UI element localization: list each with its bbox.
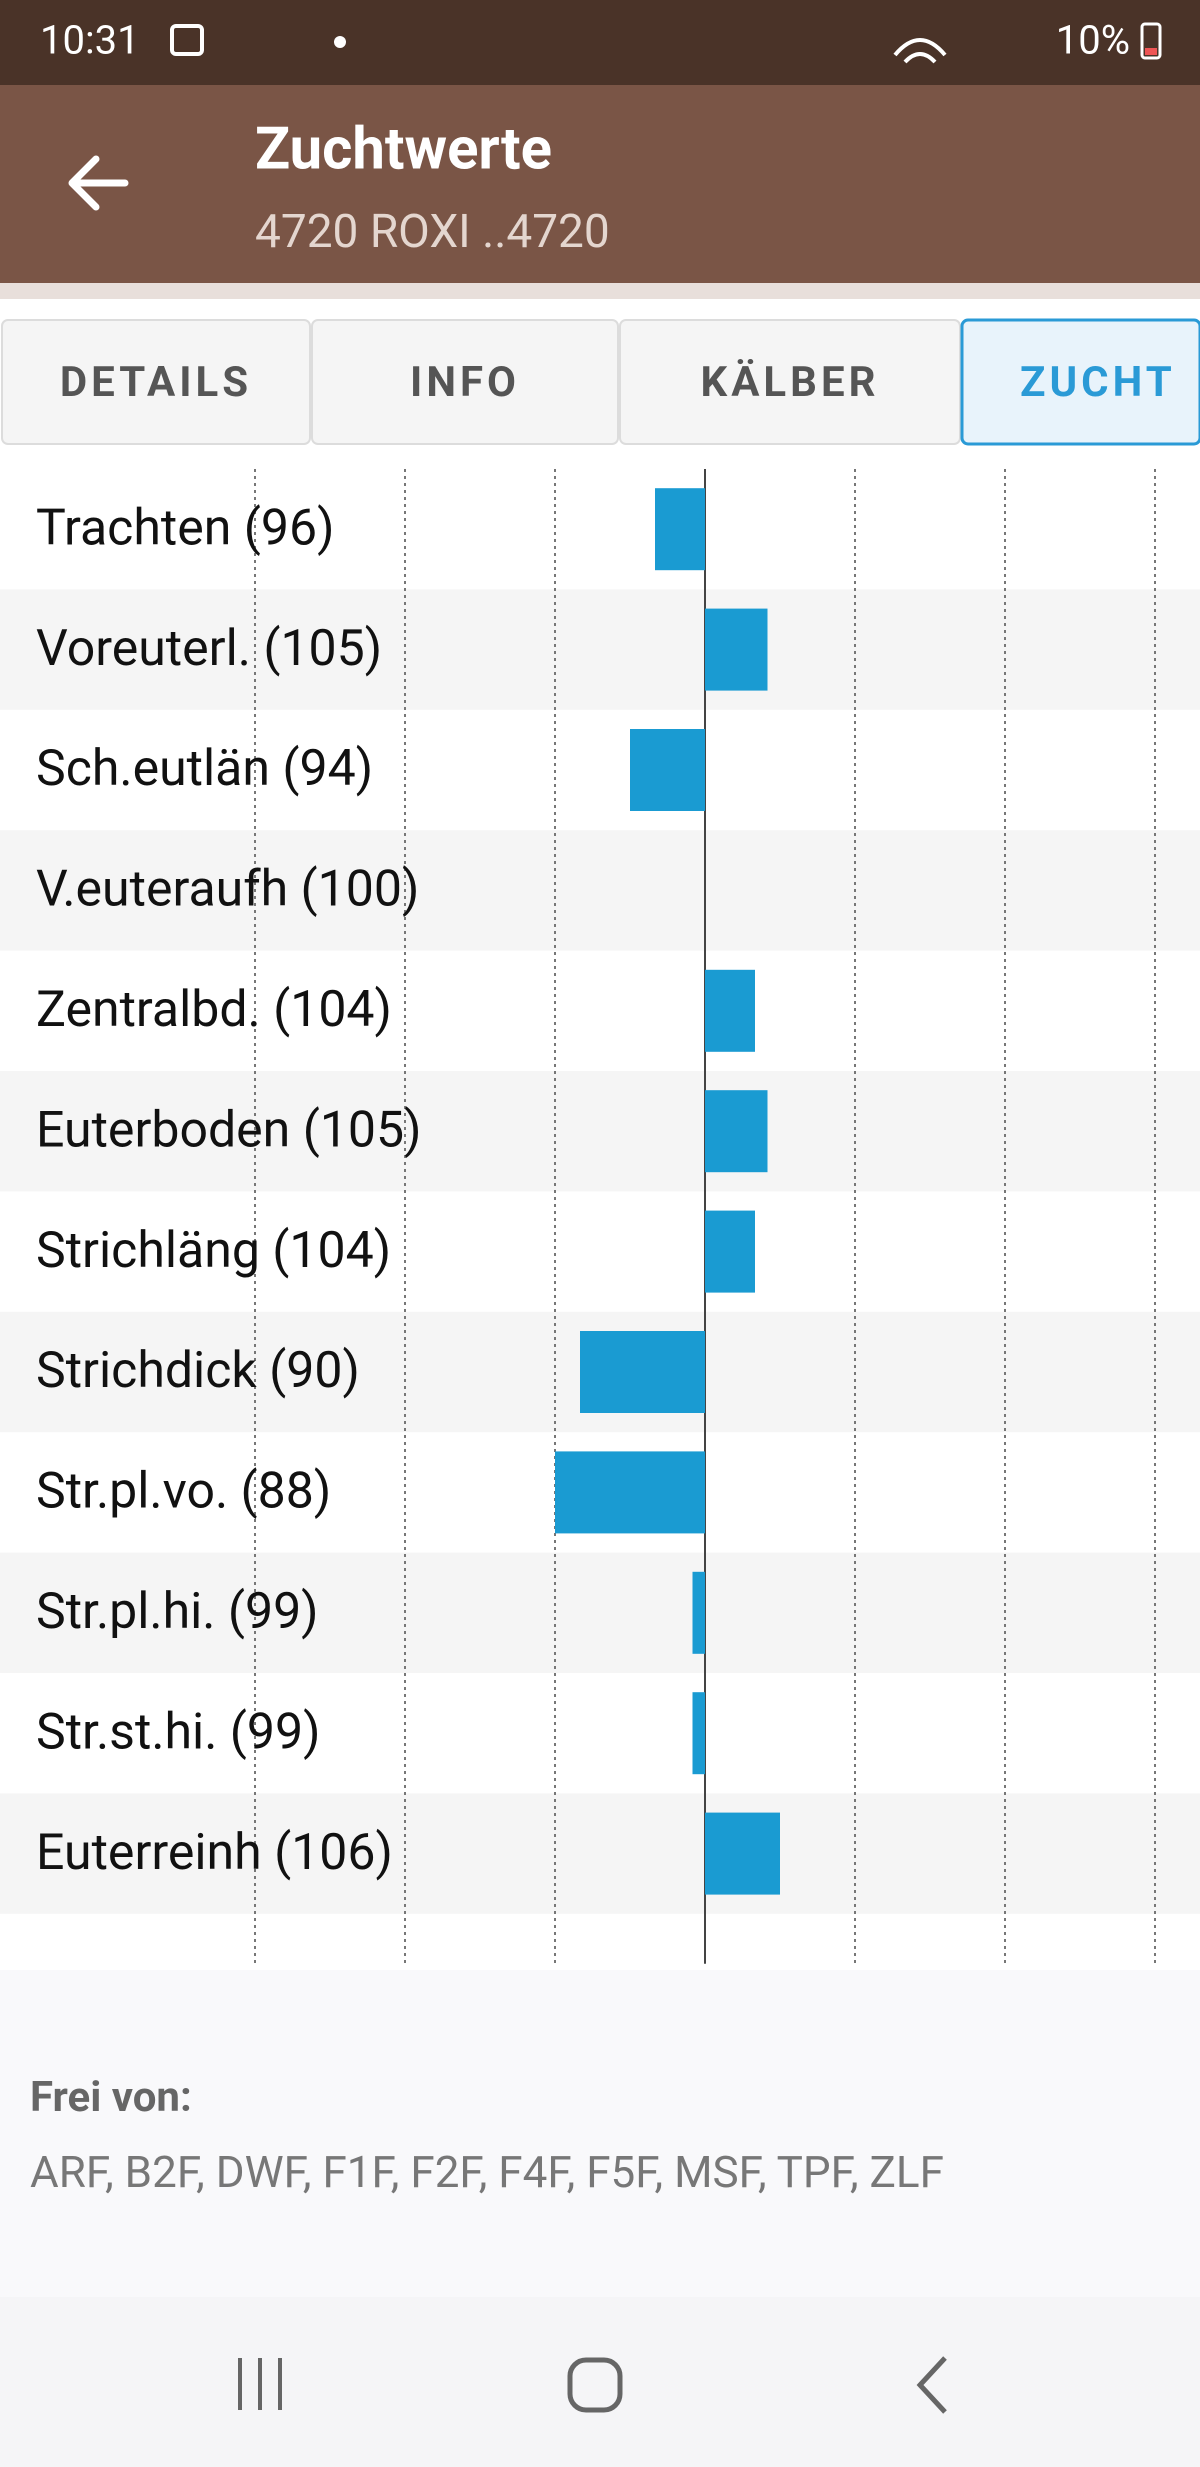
tab[interactable]: [1, 319, 311, 445]
row-background: [0, 1071, 1200, 1192]
app-title: Zuchtwerte: [255, 115, 552, 183]
nav-back[interactable]: [916, 2356, 947, 2414]
category-label: Str.pl.hi. (99): [36, 1583, 319, 1641]
category-label: Trachten (96): [36, 499, 335, 557]
bar: [705, 608, 768, 691]
category-label: V.euteraufh (100): [36, 861, 419, 919]
nav-bar: [0, 2297, 1200, 2467]
category-label: Strichdick (90): [36, 1342, 360, 1400]
battery-level: [1145, 48, 1157, 55]
tab[interactable]: [311, 319, 619, 445]
footer-background: [0, 1970, 1200, 2297]
battery-icon: [1140, 22, 1162, 60]
category-label: Str.pl.vo. (88): [36, 1463, 331, 1521]
back-button[interactable]: [68, 155, 129, 211]
status-icon: [170, 24, 204, 56]
category-label: Voreuterl. (105): [36, 620, 382, 678]
nav-home[interactable]: [567, 2357, 623, 2413]
status-icon: [334, 36, 346, 48]
tab-label[interactable]: KÄLBER: [701, 358, 880, 407]
chart: Trachten (96) Voreuterl. (105) Sch.eutlän …: [0, 469, 1200, 1964]
row-background: [0, 1793, 1200, 1914]
category-label: Zentralbd. (104): [36, 981, 392, 1039]
tab[interactable]: [960, 318, 1200, 446]
bar: [655, 488, 705, 571]
bar: [630, 729, 705, 811]
category-label: Euterreinh (106): [36, 1824, 393, 1882]
footer-text: ARF, B2F, DWF, F1F, F2F, F4F, F5F, MSF, …: [30, 2146, 944, 2198]
bar: [705, 1090, 768, 1173]
app-bar: [0, 85, 1200, 283]
nav-recent[interactable]: [238, 2358, 282, 2410]
tab[interactable]: [619, 319, 961, 445]
bar: [692, 1571, 705, 1654]
category-label: Sch.eutlän (94): [36, 740, 373, 798]
category-label: Str.st.hi. (99): [36, 1703, 321, 1761]
bar: [555, 1451, 705, 1534]
tab-label[interactable]: DETAILS: [60, 358, 252, 407]
bar: [692, 1692, 705, 1775]
row-background: [0, 1552, 1200, 1673]
bar: [580, 1331, 705, 1413]
tab-bar: DETAILS INFO KÄLBER ZUCHT: [1, 318, 1200, 446]
bar: [705, 1210, 755, 1293]
status-time: 10:31: [40, 17, 140, 64]
bar: [705, 1812, 780, 1895]
bar: [705, 969, 755, 1052]
row-background: [0, 589, 1200, 710]
status-bar: [0, 0, 1200, 85]
app-subtitle: 4720 ROXI ..4720: [255, 205, 610, 259]
tab-label[interactable]: INFO: [410, 358, 520, 407]
category-label: Euterboden (105): [36, 1101, 422, 1159]
wifi-icon: [893, 38, 947, 64]
status-battery: 10%: [1056, 17, 1130, 64]
row-background: [0, 830, 1200, 951]
app-bar-shadow: [0, 283, 1200, 299]
tab-label[interactable]: ZUCHT: [1020, 358, 1176, 407]
footer-heading: Frei von:: [30, 2073, 192, 2122]
category-label: Strichläng (104): [36, 1222, 391, 1280]
